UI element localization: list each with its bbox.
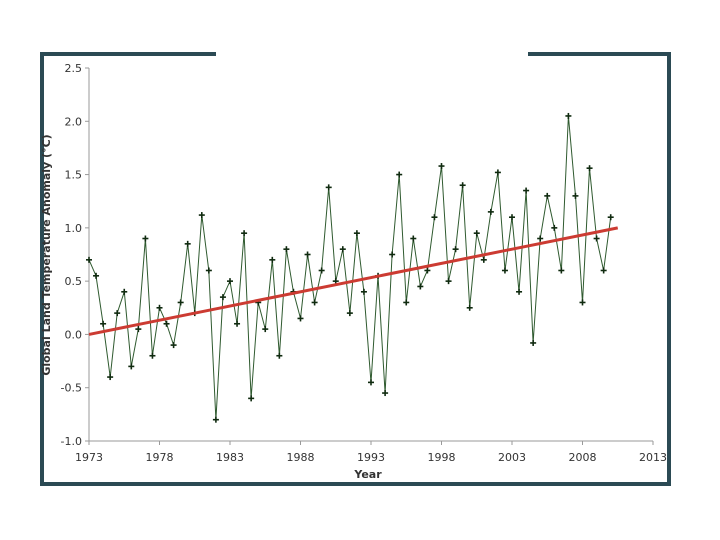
data-point bbox=[269, 256, 276, 263]
labels-layer: Year Global Land Temperature Anomaly (°C… bbox=[40, 134, 382, 481]
data-point bbox=[579, 299, 586, 306]
data-point bbox=[93, 272, 100, 279]
data-point bbox=[198, 212, 205, 219]
data-point bbox=[501, 267, 508, 274]
x-tick-label: 1983 bbox=[216, 451, 244, 464]
x-axis-title: Year bbox=[353, 468, 382, 481]
data-point bbox=[480, 256, 487, 263]
data-point bbox=[417, 283, 424, 290]
data-point bbox=[128, 363, 135, 370]
data-point bbox=[360, 288, 367, 295]
data-point bbox=[530, 339, 537, 346]
data-point bbox=[431, 214, 438, 221]
data-point bbox=[607, 214, 614, 221]
data-point bbox=[487, 208, 494, 215]
data-point bbox=[100, 320, 107, 327]
data-point bbox=[516, 288, 523, 295]
data-point bbox=[219, 294, 226, 301]
y-tick-label: 1.5 bbox=[65, 169, 83, 182]
x-tick-label: 1978 bbox=[146, 451, 174, 464]
data-point bbox=[332, 278, 339, 285]
data-point bbox=[544, 192, 551, 199]
data-point bbox=[424, 267, 431, 274]
y-tick-label: -1.0 bbox=[61, 435, 82, 448]
y-tick-label: 0.0 bbox=[65, 328, 83, 341]
data-point bbox=[368, 379, 374, 386]
axes: 2.5 2.0 1.5 1.0 0.5 0.0 -0.5 -1.0 1973 1978 1983 19… bbox=[61, 62, 667, 464]
data-point bbox=[572, 192, 579, 199]
data-point bbox=[156, 304, 163, 311]
data-point bbox=[121, 288, 128, 295]
x-tick-label: 1993 bbox=[357, 451, 385, 464]
y-tick-label: 2.5 bbox=[65, 62, 83, 75]
data-point bbox=[445, 278, 452, 285]
data-point bbox=[297, 315, 304, 322]
series-layer bbox=[86, 112, 614, 423]
data-point bbox=[149, 352, 156, 359]
data-point bbox=[234, 320, 241, 327]
trend-layer bbox=[88, 226, 619, 336]
data-point bbox=[558, 267, 565, 274]
data-point bbox=[410, 235, 417, 242]
data-point bbox=[114, 310, 121, 317]
y-tick-label: 1.0 bbox=[65, 222, 83, 235]
data-point bbox=[311, 299, 318, 306]
data-point bbox=[459, 182, 466, 189]
data-point bbox=[107, 374, 114, 381]
data-point bbox=[262, 326, 269, 333]
data-point bbox=[473, 230, 480, 237]
data-point bbox=[438, 163, 445, 170]
x-tick-label: 1973 bbox=[75, 451, 103, 464]
data-point bbox=[241, 230, 248, 237]
data-point bbox=[565, 112, 572, 119]
data-point bbox=[537, 235, 544, 242]
x-tick-label: 2013 bbox=[639, 451, 667, 464]
data-point bbox=[403, 299, 410, 306]
data-point bbox=[389, 251, 396, 258]
data-point bbox=[339, 246, 346, 253]
trend-line bbox=[88, 226, 619, 336]
x-tick-label: 1988 bbox=[287, 451, 315, 464]
data-point bbox=[142, 235, 149, 242]
data-point bbox=[494, 169, 501, 176]
chart-frame bbox=[40, 52, 671, 486]
y-tick-label: 0.5 bbox=[65, 275, 83, 288]
data-point bbox=[248, 395, 255, 402]
data-point bbox=[318, 267, 325, 274]
data-point bbox=[353, 230, 360, 237]
x-tick-label: 1998 bbox=[428, 451, 456, 464]
data-point bbox=[212, 416, 219, 423]
frame-gap bbox=[216, 50, 528, 58]
data-point bbox=[163, 320, 170, 327]
data-point bbox=[346, 310, 353, 317]
data-point bbox=[170, 342, 177, 349]
data-point bbox=[227, 278, 233, 285]
data-point bbox=[205, 267, 212, 274]
y-tick-label: 2.0 bbox=[65, 115, 83, 128]
y-axis-title: Global Land Temperature Anomaly (°C) bbox=[40, 134, 53, 375]
data-point bbox=[177, 299, 184, 306]
data-point bbox=[600, 267, 607, 274]
data-point bbox=[135, 326, 142, 333]
data-point bbox=[184, 240, 191, 247]
data-point bbox=[396, 171, 403, 178]
x-tick-label: 2008 bbox=[569, 451, 597, 464]
x-tick-label: 2003 bbox=[498, 451, 526, 464]
data-point bbox=[325, 184, 332, 191]
data-point bbox=[509, 214, 515, 221]
data-point bbox=[586, 165, 593, 172]
data-point bbox=[304, 251, 311, 258]
data-point bbox=[593, 235, 600, 242]
data-point bbox=[276, 352, 283, 359]
data-point bbox=[86, 256, 92, 263]
series-line bbox=[88, 115, 612, 420]
data-point bbox=[523, 187, 530, 194]
data-point bbox=[382, 390, 389, 397]
data-point bbox=[283, 246, 290, 253]
data-point bbox=[452, 246, 459, 253]
data-point bbox=[466, 304, 473, 311]
data-point bbox=[551, 224, 558, 231]
y-tick-label: -0.5 bbox=[61, 382, 82, 395]
